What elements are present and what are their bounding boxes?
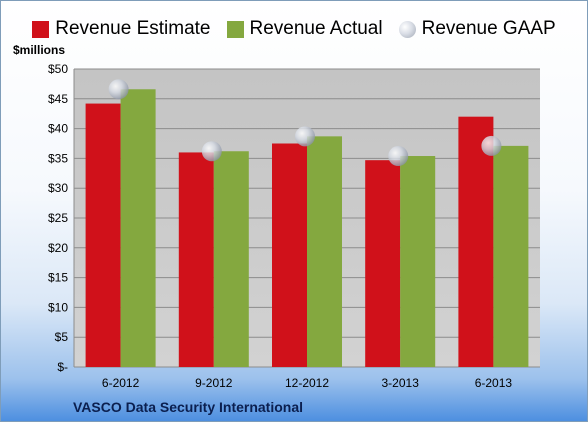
bar-estimate [458,116,494,368]
y-tick-label: $35 [48,151,68,165]
bar-estimate [365,160,401,367]
company-name: VASCO Data Security International [73,399,304,415]
legend-item-actual: Revenue Actual [226,18,383,40]
legend-swatch-gaap [398,20,416,38]
bar-estimate [272,143,307,367]
legend-label-gaap: Revenue GAAP [421,18,556,39]
gaap-marker [108,79,129,100]
x-tick-label: 6-2013 [475,376,513,390]
legend-label-actual: Revenue Actual [249,18,383,39]
legend-label-estimate: Revenue Estimate [55,18,211,39]
gaap-marker [388,146,409,167]
legend-swatch-estimate [32,20,50,38]
y-tick-label: $50 [48,62,68,76]
bar-actual [213,151,249,367]
legend-item-gaap: Revenue GAAP [398,18,556,40]
bar-estimate [178,152,214,367]
legend-item-estimate: Revenue Estimate [32,18,211,40]
y-tick-label: $30 [48,181,68,195]
bar-actual [307,136,342,367]
gaap-marker [481,135,502,156]
gaap-marker [295,126,315,147]
bar-actual [400,156,436,367]
x-tick-label: 3-2013 [382,376,420,390]
y-tick-label: $25 [48,211,68,225]
y-unit-label: $millions [13,43,66,57]
bar-estimate [85,103,121,368]
y-tick-label: $40 [48,122,68,136]
x-tick-label: 9-2012 [195,376,233,390]
y-tick-label: $- [57,360,68,374]
y-tick-label: $15 [48,271,68,285]
y-tick-label: $20 [48,241,68,255]
x-tick-label: 6-2012 [102,376,140,390]
y-tick-label: $45 [48,92,68,106]
y-tick-label: $5 [55,330,69,344]
y-tick-label: $10 [48,300,68,314]
legend: Revenue Estimate Revenue Actual Revenue … [1,15,587,43]
x-tick-label: 12-2012 [285,376,329,390]
legend-swatch-actual [226,20,244,38]
bar-actual [120,89,156,367]
bar-actual [493,145,529,367]
gaap-marker [201,141,222,162]
